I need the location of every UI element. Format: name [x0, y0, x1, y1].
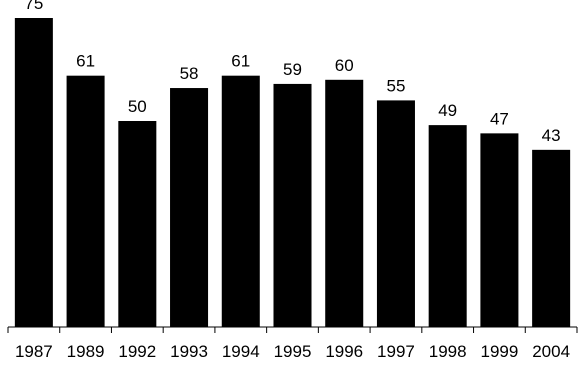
- tick-label-1993: 1993: [170, 342, 208, 361]
- tick-label-1997: 1997: [377, 342, 415, 361]
- tick-label-1987: 1987: [15, 342, 53, 361]
- tick-label-1992: 1992: [118, 342, 156, 361]
- value-labels-group: 75 61 50 58 61 59 60 55 49 47 43: [24, 0, 560, 145]
- bar-1995: [273, 83, 312, 327]
- tick-label-1989: 1989: [67, 342, 105, 361]
- value-label-1995: 59: [283, 60, 302, 79]
- value-label-1989: 61: [76, 52, 95, 71]
- value-label-1994: 61: [231, 52, 250, 71]
- bar-1992: [118, 121, 157, 327]
- value-label-1996: 60: [335, 56, 354, 75]
- bar-1994: [221, 75, 260, 328]
- tick-label-1996: 1996: [325, 342, 363, 361]
- bars-group: [14, 18, 571, 328]
- bar-2004: [532, 149, 571, 327]
- bar-1998: [428, 125, 467, 328]
- tick-label-1995: 1995: [274, 342, 312, 361]
- value-label-1999: 47: [490, 109, 509, 128]
- x-axis-tick-labels-group: 1987 1989 1992 1993 1994 1995 1996 1997 1998 1999…: [15, 342, 570, 361]
- value-label-1987: 75: [24, 0, 43, 13]
- tick-label-1994: 1994: [222, 342, 260, 361]
- value-label-1993: 58: [180, 64, 199, 83]
- tick-label-1998: 1998: [429, 342, 467, 361]
- x-axis-ticks-group: [7, 327, 578, 333]
- value-label-1997: 55: [386, 76, 405, 95]
- bar-1989: [66, 75, 105, 328]
- tick-label-2004: 2004: [532, 342, 570, 361]
- value-label-1992: 50: [128, 97, 147, 116]
- value-label-1998: 49: [438, 101, 457, 120]
- bar-1996: [325, 79, 364, 327]
- bar-1987: [14, 18, 53, 327]
- bar-1997: [376, 100, 415, 328]
- bar-1993: [170, 88, 209, 327]
- value-label-2004: 43: [542, 126, 561, 145]
- bar-1999: [480, 133, 519, 327]
- tick-label-1999: 1999: [480, 342, 518, 361]
